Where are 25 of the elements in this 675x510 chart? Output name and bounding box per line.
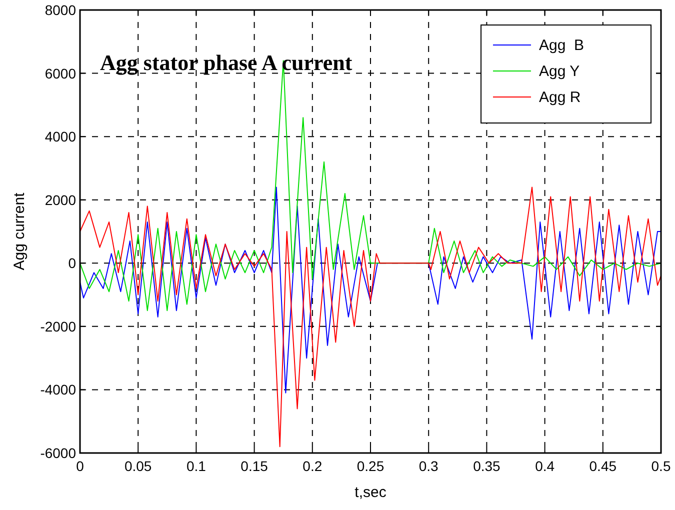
line-series [80,186,662,394]
x-tick-label: 0.05 [124,458,152,474]
x-tick-label: 0.45 [589,458,617,474]
y-tick-label: 2000 [44,192,76,208]
y-tick-label: 0 [68,255,76,272]
x-tick-label: 0.2 [302,458,322,474]
x-tick-label: 0.35 [473,458,501,474]
y-axis-title: Agg current [11,192,28,270]
y-tick-label: 4000 [44,128,76,145]
x-axis-title: t,sec [354,484,387,501]
y-tick-label: -6000 [40,445,76,461]
legend-label: Agg R [539,89,581,106]
line-series [80,186,662,448]
y-tick-label: -2000 [40,318,76,334]
legend-label: Agg Y [539,63,580,80]
x-tick-label: 0.25 [356,458,384,474]
y-tick-label: 6000 [44,65,76,82]
x-tick-label: 0.5 [651,458,671,474]
x-tick-label: 0.4 [535,458,555,474]
y-tick-label: -4000 [40,382,76,398]
x-tick-label: 0.3 [418,458,439,474]
legend-label: Agg B [539,37,584,54]
y-tick-label: 8000 [44,2,76,18]
x-tick-label: 0.1 [186,458,206,474]
x-tick-label: 0.15 [240,458,268,474]
